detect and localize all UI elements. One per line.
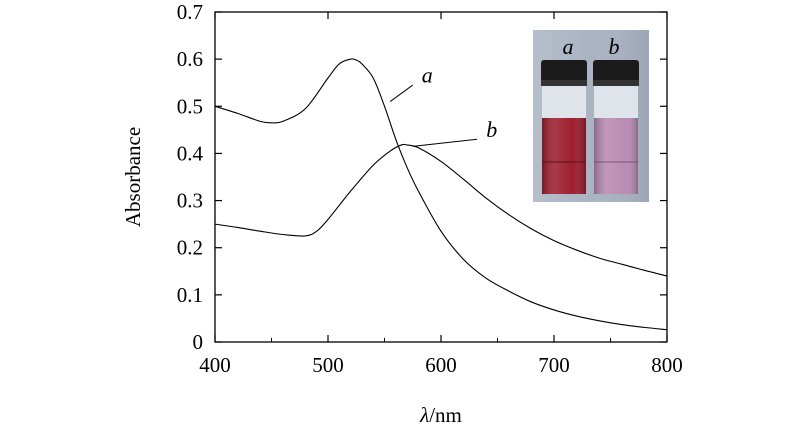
x-tick-label: 400: [199, 353, 231, 377]
x-tick-label: 500: [312, 353, 344, 377]
tick-labels: 400 500 600 700 800 0 0.1 0.2 0.3 0.4 0.5 0.6 0.7: [177, 0, 683, 377]
vial-a-cap: [541, 60, 587, 84]
vial-b-label: b: [609, 34, 620, 59]
x-axis-title-symbol: λ: [419, 403, 429, 427]
y-tick-label: 0.2: [177, 236, 203, 260]
x-axis-title-unit: /nm: [429, 403, 462, 427]
y-tick-label: 0.7: [177, 0, 203, 24]
x-tick-label: 800: [651, 353, 683, 377]
series-b-line: [214, 143, 668, 277]
y-tick-label: 0.4: [177, 141, 204, 165]
x-tick-label: 700: [538, 353, 570, 377]
leader-line-a: [389, 84, 414, 102]
curves: [214, 58, 668, 331]
vial-photo-inset: a b: [533, 30, 649, 202]
vial-b-glass: [594, 86, 638, 118]
vial-a-shine: [542, 118, 586, 194]
vial-a: [541, 60, 587, 194]
y-tick-label: 0.6: [177, 47, 203, 71]
x-axis-title: λ/nm: [419, 403, 462, 427]
vial-b-cap-rim: [593, 80, 639, 86]
x-tick-label: 600: [425, 353, 457, 377]
tick-marks: [214, 11, 668, 343]
curve-label-a: a: [422, 63, 433, 88]
y-tick-label: 0.5: [177, 94, 203, 118]
curve-label-b: b: [486, 117, 497, 142]
y-tick-label: 0.3: [177, 189, 203, 213]
vial-b-shine: [594, 118, 638, 194]
vial-a-glass: [542, 86, 586, 118]
vial-a-label: a: [563, 34, 574, 59]
y-tick-label: 0: [193, 330, 204, 354]
curve-labels: ab: [422, 63, 497, 142]
y-axis-title: Absorbance: [121, 127, 145, 227]
y-tick-label: 0.1: [177, 283, 203, 307]
vial-a-cap-rim: [541, 80, 587, 86]
vial-b-cap: [593, 60, 639, 84]
label-leader-lines: [389, 84, 478, 147]
leader-line-b: [412, 138, 478, 147]
vial-b: [593, 60, 639, 194]
series-a-line: [214, 58, 668, 331]
